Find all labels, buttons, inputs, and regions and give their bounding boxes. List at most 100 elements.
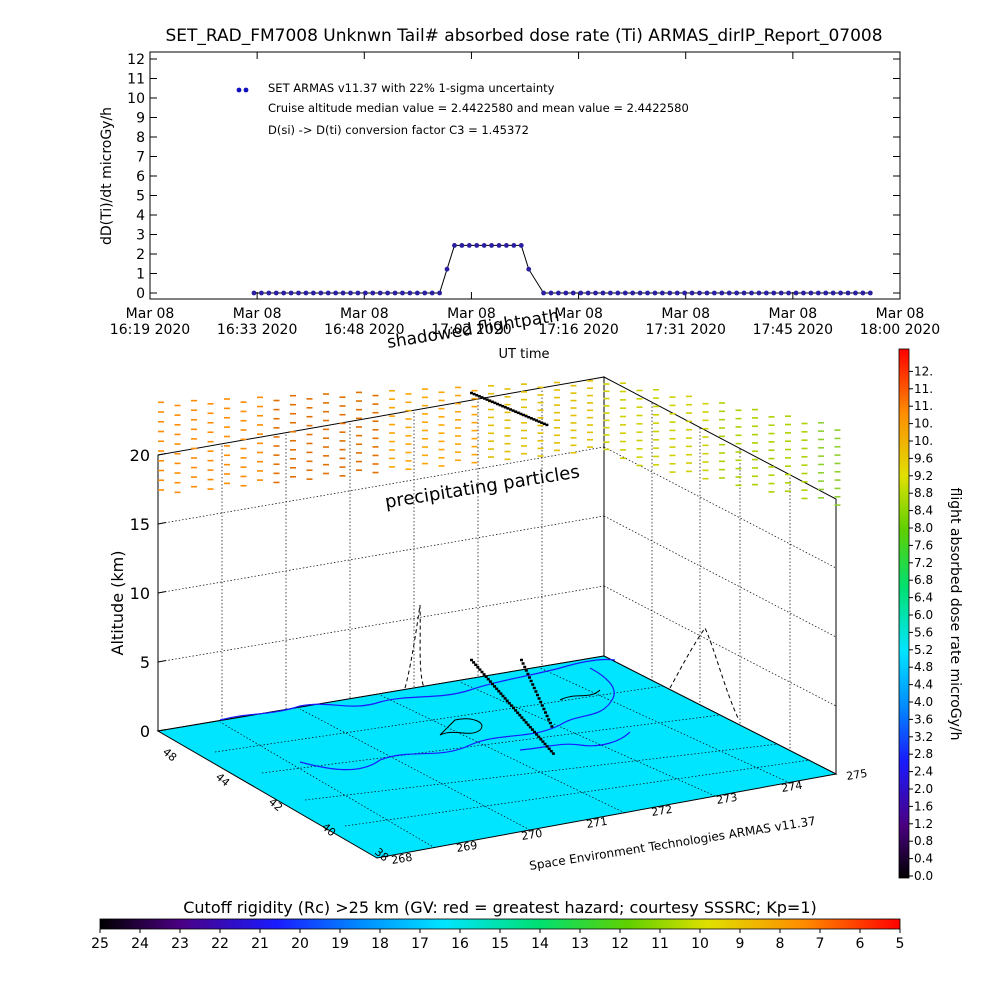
dose-rate-point [362,290,368,296]
altitude-profile-curves [404,604,739,719]
rigidity-colorbar-tick-label: 11 [651,936,669,952]
dose-colorbar-tick-label: 0.4 [914,852,933,866]
dose-rate-point [258,290,264,296]
altitude-tick-mark [157,591,167,594]
legend-line-2: Cruise altitude median value = 2.4422580… [268,101,689,115]
dose-rate-point [385,290,391,296]
dose-colorbar-tick-label: 6.0 [914,608,933,622]
x-tick-label-date: Mar 08 [126,306,175,322]
dose-rate-point [689,290,695,296]
dose-rate-point [607,290,613,296]
dose-rate-point [504,243,509,248]
floor-gridlines [214,667,811,849]
rigidity-colorbar-tick-label: 10 [691,936,709,952]
dose-rate-point [489,243,494,248]
x-tick-label-time: 17:02 2020 [431,322,511,338]
x-tick-label-date: Mar 08 [447,306,496,322]
dose-colorbar-tick-label: 3.2 [914,730,933,744]
dose-rate-point [452,243,457,248]
dose-rate-point [726,290,732,296]
y-tick-label: 8 [136,130,145,146]
legend-line-1: SET ARMAS v11.37 with 22% 1-sigma uncert… [268,81,555,95]
dose-rate-point [853,290,858,296]
dose-rate-point [659,290,665,296]
longitude-tick-label: 275 [845,767,868,783]
x-tick-label-time: 16:19 2020 [110,322,190,338]
latitude-tick-label: 44 [213,770,232,789]
dose-colorbar-tick-label: 5.2 [914,643,933,657]
dose-colorbar-tick-label: 0.8 [914,834,933,848]
dose-colorbar-tick-label: 1.2 [914,817,933,831]
precipitating-particles [158,380,841,506]
dose-colorbar-tick-label: 5.6 [914,625,933,639]
x-tick-label-time: 17:45 2020 [753,322,833,338]
dose-rate-point [466,243,472,248]
rigidity-colorbar-tick-label: 13 [571,936,589,952]
legend-marker [236,87,242,93]
dose-rate-point [296,290,301,296]
dose-rate-point [333,290,339,296]
dose-rate-point [860,290,866,296]
dose-rate-point [838,290,843,296]
rigidity-colorbar-tick-label: 16 [451,936,469,952]
y-axis-label: dD(Ti)/dt microGy/h [99,107,115,245]
dose-rate-point [682,290,688,296]
dose-rate-point [377,290,383,296]
dose-rate-point [414,290,420,296]
rigidity-colorbar-tick-label: 8 [776,936,785,952]
dose-rate-points [251,243,873,296]
dose-rate-point [630,290,636,296]
dose-rate-point [697,290,702,296]
x-tick-label-date: Mar 08 [554,306,603,322]
y-tick-label: 2 [136,247,145,263]
dose-rate-point [585,290,591,296]
dose-colorbar-tick-label: 9.2 [914,469,933,483]
dose-rate-point [474,243,480,248]
rigidity-colorbar-tick-label: 24 [131,936,149,952]
dose-rate-point [518,243,524,248]
dose-colorbar-label: flight absorbed dose rate microGy/h [947,488,963,741]
dose-colorbar-tick-label: 4.0 [914,695,933,709]
legend: SET ARMAS v11.37 with 22% 1-sigma uncert… [236,81,689,137]
shadowed-flightpath [470,391,549,427]
dose-rate-point [652,290,658,296]
altitude-tick-mark [157,660,167,663]
dose-rate-point [622,290,628,296]
legend-marker [243,87,249,93]
dose-colorbar-gradient [898,348,910,879]
rigidity-colorbar-tick-label: 14 [531,936,549,952]
dose-rate-point [756,290,762,296]
dose-rate-point [704,290,710,296]
rigidity-colorbar-tick-label: 9 [736,936,745,952]
y-tick-label: 9 [136,111,145,127]
y-tick-label: 6 [136,169,145,185]
dose-rate-point [407,290,413,296]
cutoff-rigidity-colorbar: Cutoff rigidity (Rc) >25 km (GV: red = g… [91,898,904,952]
x-tick-label-date: Mar 08 [876,306,925,322]
rigidity-colorbar-tick-label: 23 [171,936,189,952]
rigidity-colorbar-tick-label: 6 [856,936,865,952]
dose-rate-point [437,290,443,296]
altitude-ticks: 0 5 10 15 20 [130,446,167,741]
dose-rate-point [556,290,561,296]
x-axis-label: UT time [499,347,550,362]
rigidity-colorbar-tick-label: 22 [211,936,229,952]
altitude-tick-mark [157,453,167,456]
dose-rate-point [392,290,398,296]
dose-colorbar-tick-label: 6.4 [914,591,933,605]
altitude-tick-label: 15 [130,515,150,534]
dose-rate-point [422,290,428,296]
x-tick-label-date: Mar 08 [233,306,282,322]
y-tick-label: 4 [136,208,145,224]
altitude-tick-mark [157,729,167,732]
x-tick-label-time: 16:33 2020 [217,322,297,338]
dose-rate-point [496,243,502,248]
longitude-ticks: 268 269 270 271 272 273 274 275 [390,767,868,867]
dose-rate-point [808,290,814,296]
dose-rate-colorbar: 0.0 0.4 0.8 1.2 1.6 2.0 2.4 2.8 3.2 3.6 4.0 4.4 4.8 5… [898,348,963,883]
dose-rate-point [645,290,650,296]
